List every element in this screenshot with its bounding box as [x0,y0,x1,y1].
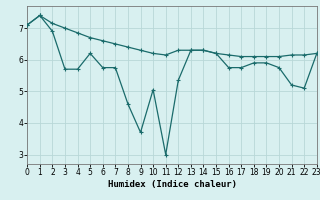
X-axis label: Humidex (Indice chaleur): Humidex (Indice chaleur) [108,180,236,189]
